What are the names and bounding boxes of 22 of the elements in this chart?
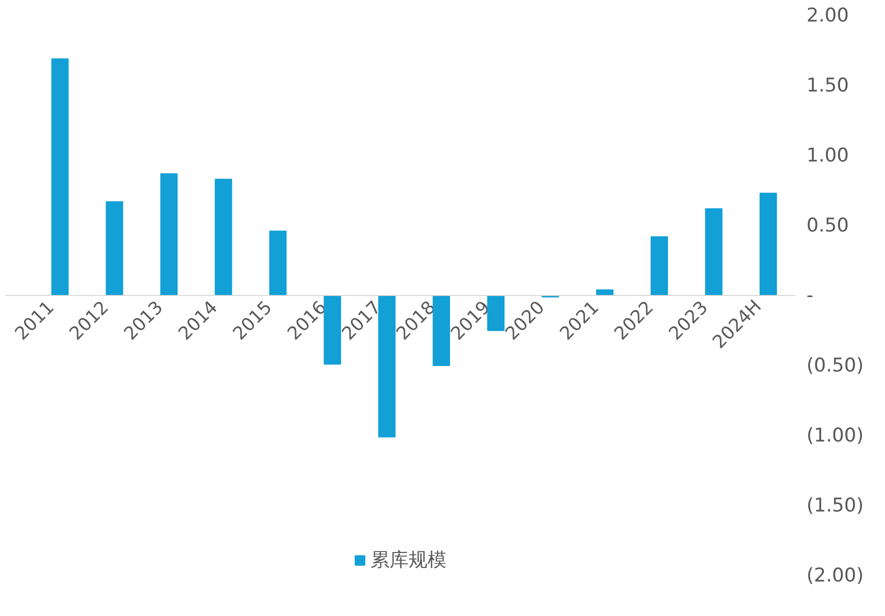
bar <box>705 208 722 296</box>
y-tick-label: 1.50 <box>806 74 849 96</box>
bar <box>269 230 287 296</box>
bar <box>214 178 232 296</box>
y-tick-label: 0.50 <box>806 214 849 236</box>
bar <box>106 201 124 296</box>
y-tick-label: (0.50) <box>806 354 864 376</box>
y-tick-label: 2.00 <box>806 4 849 26</box>
y-tick-label: 1.00 <box>806 144 849 166</box>
bar <box>324 295 342 365</box>
y-tick-label: - <box>806 284 814 306</box>
bar <box>487 295 505 331</box>
legend-label: 累库规模 <box>370 548 446 573</box>
bar <box>51 58 69 296</box>
y-tick-label: (2.00) <box>806 564 864 586</box>
bar <box>760 192 777 296</box>
bar <box>650 236 668 296</box>
bar <box>160 173 178 296</box>
bar <box>378 295 396 438</box>
bar <box>432 295 450 366</box>
y-tick-label: (1.00) <box>806 424 864 446</box>
y-tick-label: (1.50) <box>806 494 864 516</box>
